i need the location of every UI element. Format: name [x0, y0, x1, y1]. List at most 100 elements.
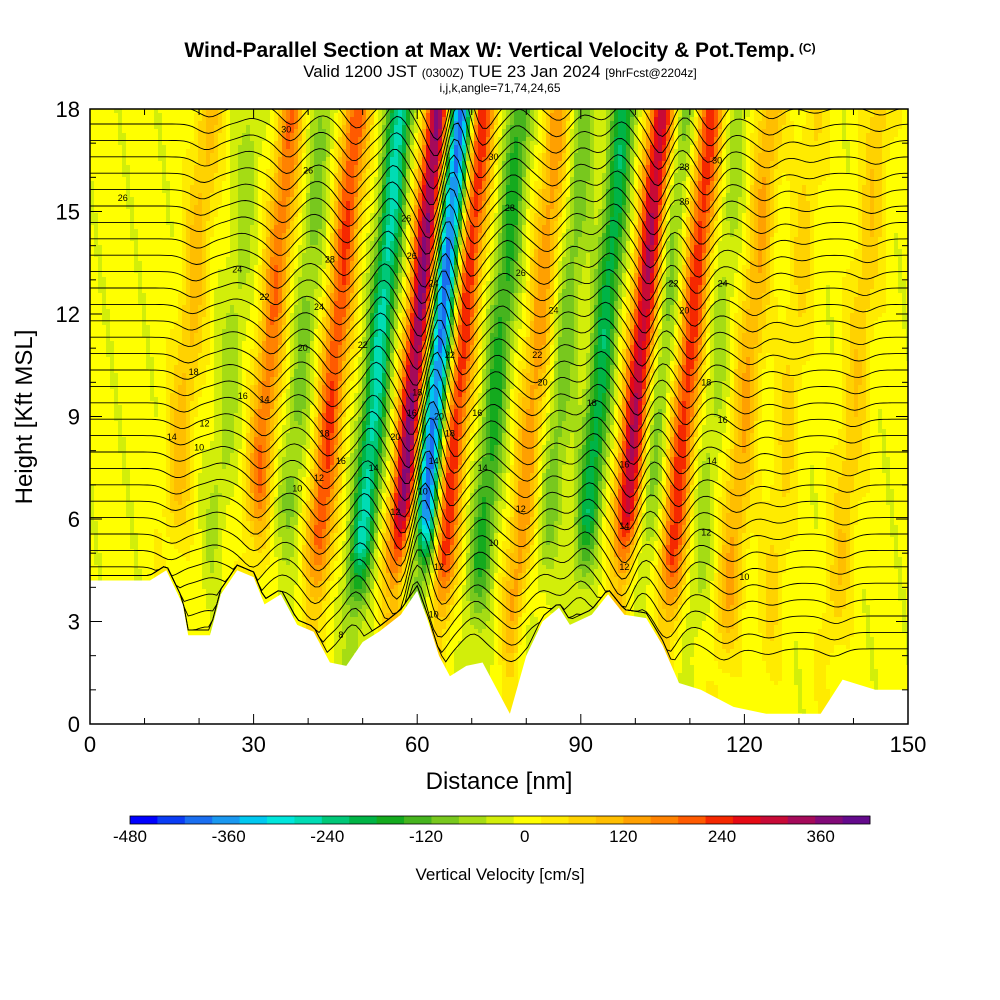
- velocity-cell: [618, 109, 623, 114]
- velocity-cell: [814, 121, 819, 126]
- velocity-cell: [522, 137, 527, 142]
- velocity-cell: [290, 117, 295, 122]
- velocity-cell: [446, 113, 451, 118]
- velocity-cell: [774, 201, 779, 206]
- velocity-cell: [134, 185, 139, 190]
- velocity-cell: [442, 193, 447, 198]
- velocity-cell: [314, 109, 319, 114]
- velocity-cell: [414, 125, 419, 130]
- velocity-cell: [502, 153, 507, 158]
- velocity-cell: [330, 177, 335, 182]
- velocity-cell: [866, 121, 871, 126]
- velocity-cell: [598, 165, 603, 170]
- velocity-cell: [462, 121, 467, 126]
- velocity-cell: [582, 141, 587, 146]
- velocity-cell: [546, 189, 551, 194]
- velocity-cell: [834, 181, 839, 186]
- velocity-cell: [214, 133, 219, 138]
- velocity-cell: [242, 161, 247, 166]
- velocity-cell: [758, 141, 763, 146]
- velocity-cell: [250, 121, 255, 126]
- velocity-cell: [902, 157, 907, 162]
- velocity-cell: [254, 121, 259, 126]
- velocity-cell: [238, 125, 243, 130]
- velocity-cell: [102, 149, 107, 154]
- velocity-cell: [682, 193, 687, 198]
- velocity-cell: [494, 133, 499, 138]
- velocity-cell: [210, 173, 215, 178]
- velocity-cell: [610, 189, 615, 194]
- velocity-cell: [534, 121, 539, 126]
- velocity-cell: [242, 169, 247, 174]
- velocity-cell: [142, 125, 147, 130]
- velocity-cell: [530, 133, 535, 138]
- velocity-cell: [394, 145, 399, 150]
- velocity-cell: [254, 141, 259, 146]
- velocity-cell: [710, 129, 715, 134]
- velocity-cell: [526, 109, 531, 114]
- velocity-cell: [310, 205, 315, 210]
- velocity-cell: [410, 133, 415, 138]
- velocity-cell: [178, 161, 183, 166]
- velocity-cell: [150, 149, 155, 154]
- velocity-cell: [310, 141, 315, 146]
- velocity-cell: [666, 189, 671, 194]
- velocity-cell: [170, 129, 175, 134]
- velocity-cell: [182, 157, 187, 162]
- velocity-cell: [254, 189, 259, 194]
- velocity-cell: [522, 117, 527, 122]
- velocity-cell: [102, 181, 107, 186]
- velocity-cell: [398, 201, 403, 206]
- velocity-cell: [674, 181, 679, 186]
- velocity-cell: [290, 197, 295, 202]
- velocity-cell: [458, 109, 463, 114]
- velocity-cell: [718, 125, 723, 130]
- velocity-cell: [322, 109, 327, 114]
- velocity-cell: [338, 193, 343, 198]
- velocity-cell: [266, 121, 271, 126]
- velocity-cell: [646, 169, 651, 174]
- velocity-cell: [626, 193, 631, 198]
- velocity-cell: [274, 177, 279, 182]
- velocity-cell: [370, 113, 375, 118]
- velocity-cell: [198, 189, 203, 194]
- velocity-cell: [98, 205, 103, 210]
- velocity-cell: [614, 185, 619, 190]
- velocity-cell: [242, 145, 247, 150]
- velocity-cell: [886, 189, 891, 194]
- velocity-cell: [714, 185, 719, 190]
- velocity-cell: [598, 141, 603, 146]
- velocity-cell: [574, 121, 579, 126]
- velocity-cell: [166, 201, 171, 206]
- velocity-cell: [738, 125, 743, 130]
- velocity-cell: [210, 157, 215, 162]
- velocity-cell: [190, 189, 195, 194]
- velocity-cell: [194, 181, 199, 186]
- velocity-cell: [274, 161, 279, 166]
- velocity-cell: [762, 201, 767, 206]
- velocity-cell: [806, 181, 811, 186]
- velocity-cell: [106, 133, 111, 138]
- velocity-cell: [146, 161, 151, 166]
- velocity-cell: [774, 173, 779, 178]
- velocity-cell: [290, 113, 295, 118]
- velocity-cell: [534, 141, 539, 146]
- velocity-cell: [90, 153, 95, 158]
- velocity-cell: [758, 177, 763, 182]
- velocity-cell: [906, 109, 908, 114]
- velocity-cell: [762, 185, 767, 190]
- velocity-cell: [142, 133, 147, 138]
- velocity-cell: [902, 109, 907, 114]
- velocity-cell: [354, 157, 359, 162]
- velocity-cell: [266, 189, 271, 194]
- velocity-cell: [778, 117, 783, 122]
- velocity-cell: [582, 165, 587, 170]
- velocity-cell: [698, 113, 703, 118]
- velocity-cell: [258, 157, 263, 162]
- velocity-cell: [514, 161, 519, 166]
- velocity-cell: [714, 173, 719, 178]
- velocity-cell: [650, 181, 655, 186]
- velocity-cell: [582, 201, 587, 206]
- velocity-cell: [334, 109, 339, 114]
- velocity-cell: [150, 173, 155, 178]
